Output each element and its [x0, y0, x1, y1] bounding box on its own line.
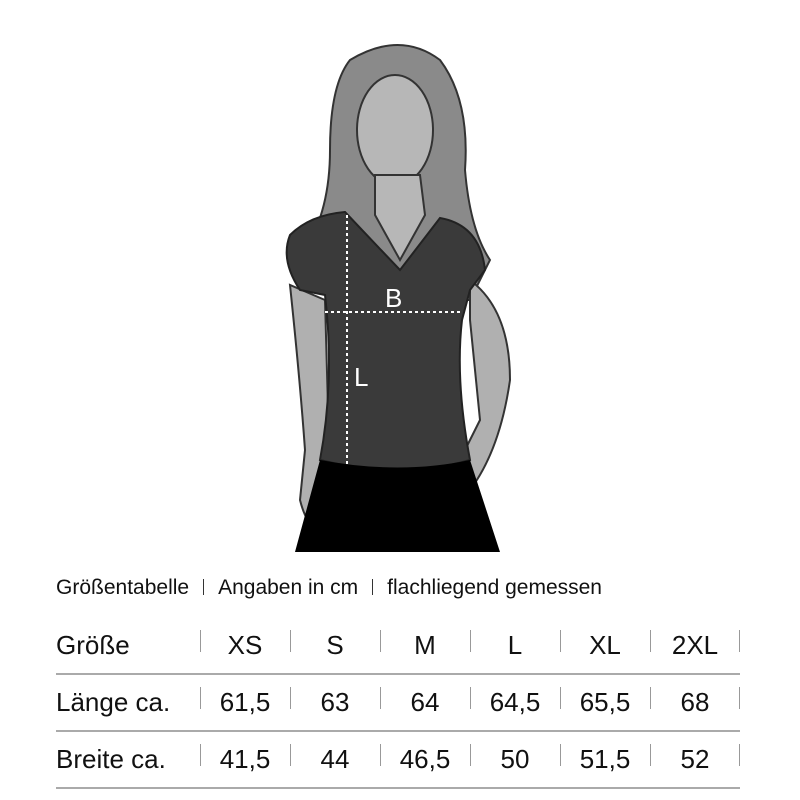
size-chart-title: Größentabelle Angaben in cm flachliegend g… — [56, 576, 602, 600]
title-part: flachliegend gemessen — [387, 576, 602, 599]
header-cell: XS — [200, 618, 290, 675]
length-measure-label: L — [354, 362, 369, 392]
header-cell: Größe — [56, 618, 200, 675]
table-row: Länge ca. 61,5 63 64 64,5 65,5 68 — [56, 674, 740, 732]
row-label: Länge ca. — [56, 674, 200, 732]
cell: 46,5 — [380, 731, 470, 789]
cell: 65,5 — [560, 674, 650, 732]
table-row: Breite ca. 41,5 44 46,5 50 51,5 52 — [56, 731, 740, 789]
cell: 51,5 — [560, 731, 650, 789]
cell: 52 — [650, 731, 740, 789]
cell: 61,5 — [200, 674, 290, 732]
separator — [203, 579, 205, 595]
header-cell: 2XL — [650, 618, 740, 675]
neck — [374, 174, 427, 263]
header-cell: S — [290, 618, 380, 675]
header-cell: M — [380, 618, 470, 675]
pants — [295, 460, 500, 552]
title-part: Größentabelle — [56, 576, 190, 599]
width-measure-label: B — [385, 283, 403, 313]
row-label: Breite ca. — [56, 731, 200, 789]
title-part: Angaben in cm — [218, 576, 359, 599]
cell: 41,5 — [200, 731, 290, 789]
model-illustration — [285, 44, 512, 552]
size-table: Größe XS S M L XL 2XL Länge ca. 61,5 63 … — [56, 618, 740, 789]
cell: 63 — [290, 674, 380, 732]
cell: 64 — [380, 674, 470, 732]
header-cell: L — [470, 618, 560, 675]
table-header-row: Größe XS S M L XL 2XL — [56, 618, 740, 675]
separator — [372, 579, 374, 595]
cell: 50 — [470, 731, 560, 789]
header-cell: XL — [560, 618, 650, 675]
face — [356, 74, 434, 186]
cell: 44 — [290, 731, 380, 789]
cell: 68 — [650, 674, 740, 732]
cell: 64,5 — [470, 674, 560, 732]
